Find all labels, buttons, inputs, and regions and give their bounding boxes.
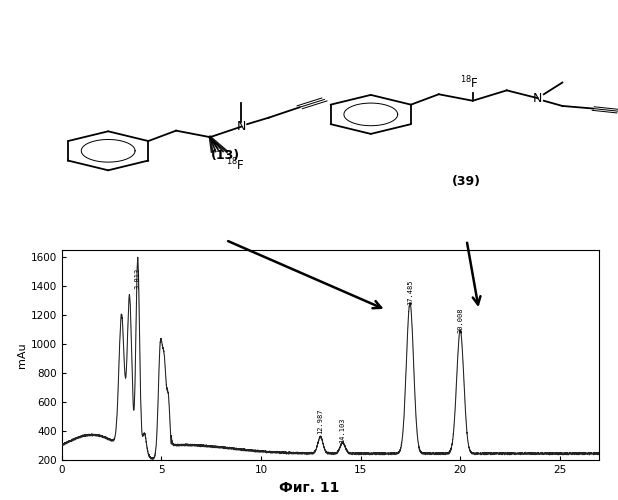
Text: (13): (13) — [211, 150, 240, 162]
Y-axis label: mAu: mAu — [17, 342, 27, 368]
Text: (39): (39) — [452, 176, 481, 188]
Text: $^{18}$F: $^{18}$F — [226, 156, 245, 174]
Text: Фиг. 11: Фиг. 11 — [279, 481, 339, 495]
Text: 17.485: 17.485 — [407, 280, 413, 305]
Text: 20.008: 20.008 — [457, 307, 464, 332]
Text: 12.987: 12.987 — [318, 408, 323, 434]
Text: $^{18}$F: $^{18}$F — [460, 75, 479, 92]
Text: N: N — [533, 92, 543, 104]
Text: 3.813: 3.813 — [135, 268, 141, 289]
Text: 14.103: 14.103 — [340, 417, 345, 442]
Text: N: N — [236, 120, 246, 133]
